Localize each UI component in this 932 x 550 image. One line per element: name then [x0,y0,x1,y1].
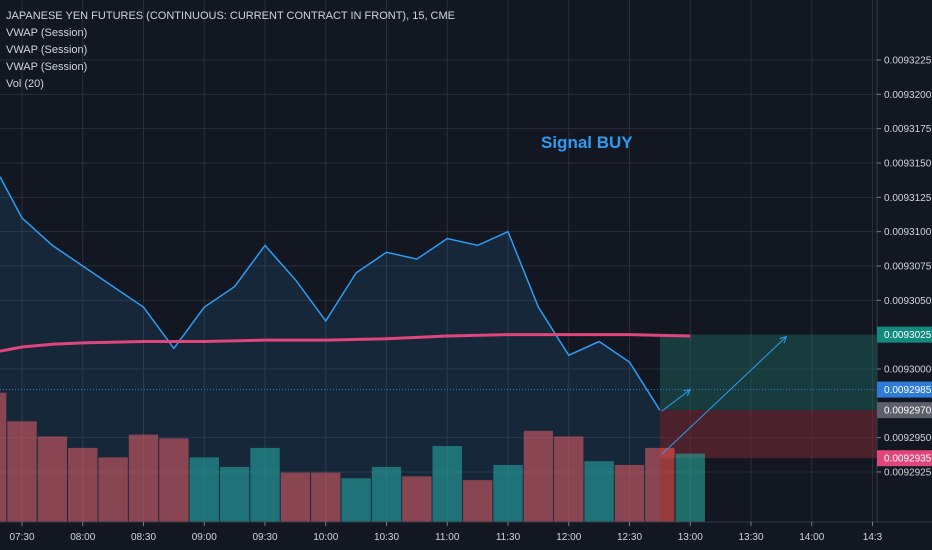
volume-bar [584,461,614,522]
price-tag-stop [877,450,932,467]
long-signal-arrow [661,336,787,455]
symbol-title[interactable]: JAPANESE YEN FUTURES (CONTINUOUS: CURREN… [6,10,456,22]
price-area [0,176,660,523]
volume-bar [280,472,311,522]
time-tick-label: 11:00 [435,532,460,543]
price-tick-label: 0.0093225 [884,56,932,67]
volume-bar [68,447,98,522]
time-tick-label: 12:00 [556,532,581,543]
time-tick-label: 07:30 [9,532,34,543]
volume-bars [0,392,705,522]
time-tick-label: 08:30 [131,532,156,543]
price-tag-entry [877,402,932,419]
time-tick-label: 11:30 [496,532,521,543]
volume-bar [159,438,189,522]
time-tick-label: 10:30 [374,532,399,543]
long-signal-arrow-head [779,335,788,344]
price-tick-label: 0.0093100 [884,227,932,238]
volume-bar [614,465,645,522]
time-tick-label: 14:3 [863,532,883,543]
volume-bar [189,457,219,522]
stop-zone [659,410,877,459]
time-tick-label: 09:00 [192,532,217,543]
volume-bar [0,392,7,522]
price-tick-label: 0.0093000 [884,364,932,375]
signal-label: Signal BUY [541,133,633,152]
price-tick-label: 0.0093200 [884,90,932,101]
volume-bar [311,472,341,522]
short-signal-arrow [661,389,691,412]
price-tags: 0.0093025 0.0092985 0.0092970 0.0092935 [877,326,932,467]
volume-bar [523,430,554,522]
volume-bar [250,447,280,522]
volume-bar [128,434,159,522]
price-tick-label: 0.0093150 [884,159,932,170]
price-tag-label-target: 0.0093025 [884,330,932,341]
time-tick-label: 13:00 [678,532,703,543]
price-tag-label-entry: 0.0092970 [884,406,932,417]
volume-bar [462,480,493,522]
position-zones [0,334,877,459]
volume-bar [219,466,250,522]
time-tick-label: 10:00 [313,532,338,543]
price-tag-current [877,381,932,398]
vwap-line [0,333,691,353]
price-tick-label: 0.0093175 [884,124,932,135]
signal-arrows [661,335,788,455]
price-tag-label-current: 0.0092985 [884,385,932,396]
volume-bar [98,457,128,522]
series-lines [0,176,691,411]
volume-bar [645,447,675,522]
time-tick-label: 14:00 [799,532,824,543]
volume-bar [432,446,462,522]
chart-legend: JAPANESE YEN FUTURES (CONTINUOUS: CURREN… [6,8,455,93]
time-tick-label: 13:30 [738,532,763,543]
price-tag-label-stop: 0.0092935 [884,454,932,465]
volume-bar [554,436,584,522]
time-tick-label: 12:30 [617,532,642,543]
volume-bar [7,421,37,522]
time-axis[interactable]: 07:30 08:00 08:30 09:00 09:30 10:00 10:30 11:00… [0,521,932,543]
indicator-vwap-3[interactable]: VWAP (Session) [6,61,88,73]
price-tick-label: 0.0093075 [884,261,932,272]
time-tick-label: 08:00 [70,532,95,543]
indicator-vwap-2[interactable]: VWAP (Session) [6,44,88,56]
price-tick-label: 0.0093050 [884,296,932,307]
price-tag-target [877,326,932,343]
price-tick-label: 0.0092950 [884,433,932,444]
volume-bar [493,465,523,522]
time-tick-label: 09:30 [252,532,277,543]
price-area-fill [0,176,660,523]
volume-bar [341,478,371,522]
volume-bar [402,476,432,522]
price-line [0,176,661,411]
volume-bar [675,453,705,522]
target-zone [659,334,877,411]
short-signal-arrow-head [683,388,692,397]
volume-bar [371,466,402,522]
price-axis[interactable]: 0.0093225 0.0093200 0.0093175 0.0093150 0.00… [876,0,932,522]
volume-bar [37,436,68,522]
price-tick-label: 0.0092925 [884,467,932,478]
indicator-volume[interactable]: Vol (20) [6,78,44,90]
indicator-vwap-1[interactable]: VWAP (Session) [6,27,88,39]
price-tick-label: 0.0093125 [884,193,932,204]
